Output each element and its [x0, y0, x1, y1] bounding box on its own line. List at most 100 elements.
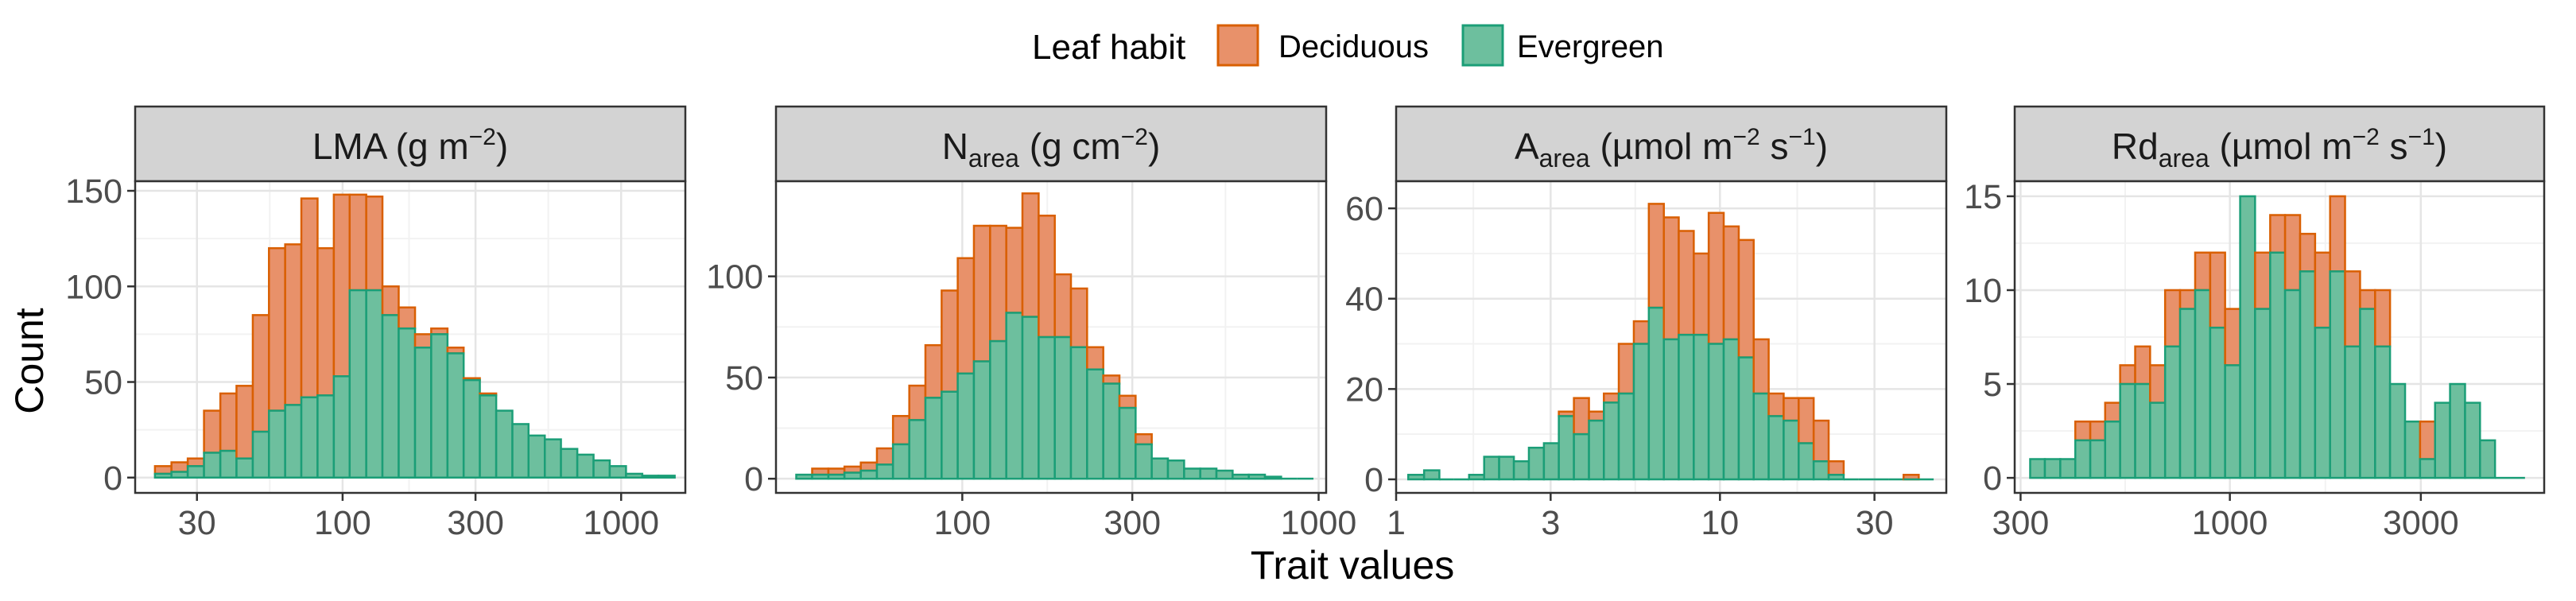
bar-evergreen [1678, 333, 1695, 481]
bar-evergreen [2059, 458, 2077, 479]
bar-deciduous [924, 343, 943, 399]
bar-deciduous [2163, 289, 2182, 348]
bar-deciduous [1005, 227, 1024, 314]
panel-3: Aarea (µmol m−2 s−1) 0 20 40 60 1 3 10 30 [1345, 105, 1948, 542]
bar-evergreen [859, 469, 879, 480]
bar-evergreen [2043, 458, 2062, 479]
bar-evergreen [316, 394, 336, 479]
bar-evergreen [268, 409, 286, 479]
bar-evergreen [1573, 432, 1590, 481]
panel-strip-label: Rdarea (µmol m−2 s−1) [2112, 124, 2447, 173]
bar-evergreen [2119, 382, 2136, 479]
bar-evergreen [186, 465, 205, 479]
histogram-bars [1406, 203, 1934, 481]
bar-deciduous [1135, 432, 1153, 446]
panel-strip [1395, 105, 1948, 183]
bar-evergreen [1468, 474, 1485, 481]
bar-evergreen [2479, 439, 2496, 479]
bar-deciduous [381, 285, 400, 316]
strip-main: LMA [312, 126, 388, 167]
y-tick-label: 100 [706, 258, 763, 297]
y-axis-title: Count [7, 308, 52, 414]
x-tick-label: 300 [1104, 504, 1161, 542]
x-tick-label: 300 [1992, 504, 2050, 542]
bar-deciduous [2209, 251, 2226, 329]
bar-deciduous [2329, 195, 2346, 273]
bar-deciduous [1118, 394, 1137, 409]
bar-evergreen [2209, 326, 2226, 479]
bar-evergreen [1483, 456, 1500, 481]
x-tick-label: 1000 [583, 504, 659, 542]
bar-evergreen [348, 289, 367, 479]
strip-superscript: −1 [1789, 124, 1816, 150]
panel-strip [774, 105, 1328, 183]
bar-evergreen [1069, 346, 1088, 480]
strip-unit: (g m [386, 126, 469, 167]
panel-border [2013, 180, 2546, 494]
x-tick-label: 300 [447, 504, 504, 542]
bar-deciduous [2149, 364, 2167, 404]
bar-evergreen [332, 375, 351, 479]
bar-evergreen [381, 314, 400, 479]
bar-evergreen [625, 472, 644, 479]
bar-deciduous [1812, 419, 1830, 463]
bar-evergreen [2403, 421, 2422, 479]
bar-evergreen [2104, 421, 2121, 479]
y-tick-label: 0 [103, 459, 122, 498]
bar-deciduous [2194, 251, 2212, 292]
bar-evergreen [365, 289, 384, 479]
bar-evergreen [608, 465, 627, 479]
bar-deciduous [2359, 289, 2376, 310]
bar-deciduous [891, 415, 910, 446]
strip-unit: ) [496, 126, 508, 167]
bar-deciduous [186, 457, 205, 467]
y-tick-label: 15 [1964, 178, 2002, 216]
bar-evergreen [1183, 467, 1201, 480]
bar-deciduous [1827, 459, 1845, 476]
bar-deciduous [941, 289, 959, 393]
bar-evergreen [1752, 392, 1770, 481]
bar-deciduous [1038, 215, 1056, 339]
bar-evergreen [511, 423, 530, 479]
bar-evergreen [827, 473, 846, 480]
bar-evergreen [235, 457, 254, 479]
bar-evergreen [495, 409, 514, 479]
bar-evergreen [251, 430, 270, 479]
bar-evergreen [170, 471, 189, 479]
bar-deciduous [284, 243, 303, 406]
panel-strip-label: Narea (g cm−2) [942, 124, 1161, 173]
bar-evergreen [2074, 439, 2092, 479]
bar-evergreen [1406, 474, 1426, 481]
bar-deciduous [2374, 289, 2392, 348]
bar-evergreen [1166, 459, 1185, 480]
bar-deciduous [2344, 270, 2361, 348]
bar-deciduous [2178, 289, 2197, 310]
bar-evergreen [2254, 308, 2271, 479]
bar-deciduous [2074, 421, 2092, 442]
bar-evergreen [1135, 443, 1153, 480]
bar-evergreen [560, 448, 579, 479]
bar-deciduous [398, 306, 417, 330]
axis-ticks: 0 50 100 100 300 1000 [706, 258, 1356, 542]
bar-deciduous [1086, 346, 1104, 370]
strip-unit: (µmol m [1590, 126, 1733, 167]
bar-evergreen [1647, 306, 1665, 481]
panel-strip-label: LMA (g m−2) [312, 124, 508, 167]
bar-deciduous [1783, 397, 1800, 422]
bar-deciduous [1573, 397, 1590, 436]
bar-deciduous [2269, 214, 2287, 254]
bar-deciduous [2283, 214, 2302, 292]
bar-evergreen [811, 473, 830, 480]
bar-evergreen [1783, 419, 1800, 481]
bar-deciduous [1662, 216, 1680, 341]
bar-evergreen [1199, 467, 1218, 480]
bar-deciduous [1102, 374, 1121, 385]
panel-strip-label: Aarea (µmol m−2 s−1) [1515, 124, 1828, 173]
strip-subscript: area [2159, 144, 2209, 173]
bar-evergreen [462, 378, 481, 479]
bar-deciduous [956, 257, 976, 375]
bar-evergreen [2464, 401, 2481, 479]
bar-deciduous [1737, 238, 1755, 359]
x-tick-label: 1 [1387, 504, 1406, 542]
bar-deciduous [1069, 287, 1088, 348]
